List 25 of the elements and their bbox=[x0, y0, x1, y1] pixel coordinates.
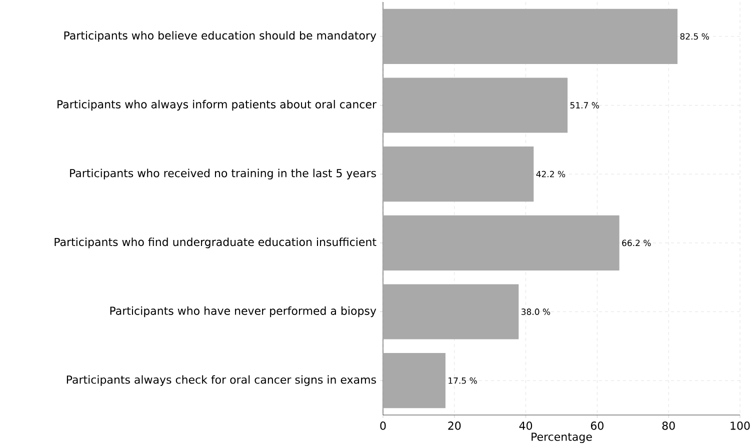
x-tick-label: 40 bbox=[519, 422, 532, 430]
x-tick-label: 0 bbox=[380, 422, 386, 430]
bar bbox=[383, 353, 446, 408]
bar bbox=[383, 284, 519, 340]
data-label: 38.0 % bbox=[522, 308, 550, 315]
x-tick-label: 100 bbox=[730, 422, 750, 430]
y-tick-label: Participants always check for oral cancer signs in exams bbox=[66, 375, 376, 386]
data-label: 66.2 % bbox=[622, 240, 651, 246]
bar bbox=[383, 215, 620, 270]
x-tick-label: 60 bbox=[590, 422, 604, 430]
data-label: 82.5 % bbox=[680, 33, 709, 40]
data-label: 17.5 % bbox=[448, 377, 477, 384]
y-tick-label: Participants who find undergraduate education insufficient bbox=[54, 238, 376, 248]
y-tick-label: Participants who received no training in the last 5 years bbox=[70, 168, 376, 180]
y-tick-label: Participants who have never performed a biopsy bbox=[110, 306, 376, 318]
x-tick-label: 80 bbox=[662, 422, 675, 430]
x-axis-title: Percentage bbox=[532, 432, 592, 444]
data-label: 42.2 % bbox=[536, 170, 566, 178]
data-label: 51.7 % bbox=[570, 102, 599, 108]
y-tick-label: Participants who always inform patients about oral cancer bbox=[58, 100, 377, 111]
bar bbox=[383, 8, 678, 64]
y-tick-label: Participants who believe education should be mandatory bbox=[64, 31, 376, 42]
bar bbox=[383, 146, 534, 202]
x-tick-label: 20 bbox=[448, 422, 461, 430]
bar bbox=[383, 78, 568, 133]
